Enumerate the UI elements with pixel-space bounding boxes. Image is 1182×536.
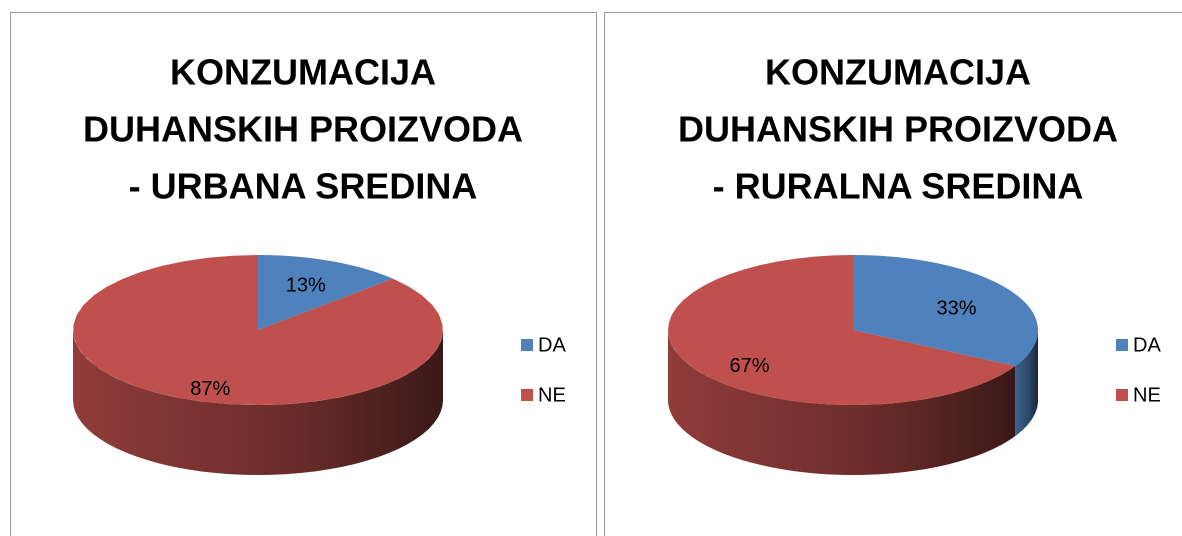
slice bbox=[853, 255, 1038, 367]
slice-side-shade bbox=[1015, 330, 1038, 437]
chart-title: KONZUMACIJA bbox=[765, 52, 1031, 93]
legend-label: DA bbox=[1133, 334, 1161, 356]
legend-label: NE bbox=[1133, 384, 1161, 406]
legend-swatch bbox=[521, 339, 533, 351]
chart-title: - RURALNA SREDINA bbox=[713, 166, 1084, 207]
panel-border bbox=[604, 12, 1182, 536]
slice bbox=[668, 255, 1016, 405]
chart-title: KONZUMACIJA bbox=[170, 52, 436, 93]
slice-side-shade bbox=[668, 330, 1016, 475]
chart-title: - URBANA SREDINA bbox=[129, 166, 478, 207]
legend-label: DA bbox=[538, 334, 566, 356]
data-label: 87% bbox=[190, 378, 230, 400]
data-label: 13% bbox=[286, 275, 326, 297]
legend-label: NE bbox=[538, 384, 566, 406]
legend-swatch bbox=[521, 389, 533, 401]
legend-swatch bbox=[1116, 389, 1128, 401]
chart-title: DUHANSKIH PROIZVODA bbox=[678, 109, 1118, 150]
chart-title: DUHANSKIH PROIZVODA bbox=[83, 109, 523, 150]
panel-border bbox=[10, 12, 597, 536]
slice bbox=[73, 255, 443, 405]
slice-side-shade bbox=[73, 330, 443, 475]
data-label: 67% bbox=[729, 355, 769, 377]
data-label: 33% bbox=[936, 298, 976, 320]
legend-swatch bbox=[1116, 339, 1128, 351]
slice bbox=[258, 255, 393, 330]
